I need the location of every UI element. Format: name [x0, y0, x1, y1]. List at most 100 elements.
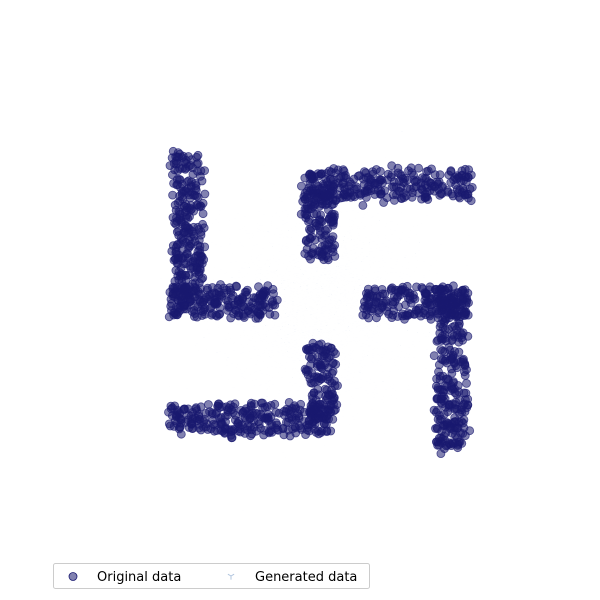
original-point: [216, 413, 226, 422]
original-point: [264, 303, 274, 313]
original-point: [177, 153, 187, 162]
original-point: [442, 418, 452, 427]
original-point: [242, 290, 252, 300]
original-point: [175, 196, 185, 206]
original-point: [319, 351, 329, 361]
original-point: [405, 295, 415, 304]
original-point: [380, 289, 390, 299]
original-point: [209, 426, 219, 436]
original-point: [329, 406, 339, 416]
original-point: [175, 271, 185, 281]
original-point: [323, 245, 332, 255]
legend-marker-generated: [227, 573, 235, 580]
original-point: [371, 165, 381, 174]
series-generated-data-overlay: [174, 156, 468, 473]
original-point: [279, 430, 289, 440]
original-point: [183, 187, 193, 197]
original-point: [178, 291, 188, 301]
original-point: [436, 449, 446, 459]
original-point: [260, 413, 270, 423]
original-point: [330, 251, 340, 261]
original-point: [168, 190, 178, 200]
original-point: [200, 189, 210, 199]
original-point: [191, 184, 201, 193]
original-point: [309, 405, 319, 415]
original-point: [411, 305, 421, 315]
original-point: [386, 284, 396, 294]
original-point: [387, 161, 397, 171]
original-point: [346, 192, 356, 202]
original-point: [401, 191, 411, 201]
original-point: [172, 310, 182, 320]
original-point: [448, 330, 458, 340]
original-point: [410, 177, 420, 187]
original-point: [203, 283, 213, 293]
original-point: [303, 190, 312, 200]
original-point: [414, 163, 424, 173]
original-point: [433, 440, 443, 450]
original-point: [264, 427, 274, 437]
original-point: [329, 209, 339, 219]
original-point: [200, 242, 210, 252]
original-point: [203, 400, 213, 409]
original-point: [196, 201, 206, 211]
original-point: [463, 189, 473, 199]
original-point: [266, 400, 276, 410]
original-point: [212, 298, 222, 308]
original-point: [359, 167, 369, 177]
original-point: [319, 191, 329, 201]
original-point: [245, 414, 255, 424]
original-point: [192, 159, 202, 169]
original-point: [270, 310, 280, 320]
original-point: [201, 408, 211, 418]
original-point: [389, 195, 399, 205]
original-point: [450, 321, 460, 331]
original-point: [184, 176, 194, 186]
original-point: [353, 171, 363, 181]
original-point: [189, 312, 199, 321]
original-point: [173, 407, 182, 417]
original-point: [442, 358, 452, 368]
original-point: [171, 219, 181, 229]
original-point: [449, 175, 459, 185]
original-point: [335, 193, 345, 203]
original-point: [420, 295, 430, 305]
original-point: [180, 207, 190, 217]
original-point: [422, 167, 432, 176]
original-point: [306, 378, 316, 388]
original-point: [381, 298, 391, 307]
original-point: [196, 402, 206, 412]
original-point: [399, 178, 409, 188]
original-point: [344, 181, 354, 191]
original-point: [311, 218, 321, 228]
original-point: [174, 174, 184, 184]
original-point: [459, 175, 469, 185]
legend: Original data Generated data: [53, 563, 370, 589]
original-point: [179, 300, 189, 310]
original-point: [251, 408, 261, 418]
original-point: [383, 175, 392, 185]
original-point: [271, 407, 281, 417]
original-point: [284, 397, 294, 407]
series-original-data: [164, 146, 477, 459]
original-point: [388, 310, 398, 320]
original-point: [316, 399, 325, 409]
original-point: [180, 164, 190, 174]
original-point: [169, 255, 179, 265]
original-point: [176, 429, 186, 439]
original-point: [436, 394, 446, 404]
original-point: [308, 342, 318, 352]
legend-frame: [53, 563, 370, 589]
original-point: [387, 182, 397, 192]
original-point: [194, 411, 204, 421]
original-point: [253, 308, 263, 318]
original-point: [240, 428, 250, 438]
original-point: [456, 428, 466, 438]
original-point: [454, 347, 464, 357]
original-point: [457, 403, 467, 413]
original-point: [370, 185, 380, 195]
original-point: [304, 352, 314, 362]
original-point: [231, 410, 241, 420]
original-point: [334, 173, 344, 183]
